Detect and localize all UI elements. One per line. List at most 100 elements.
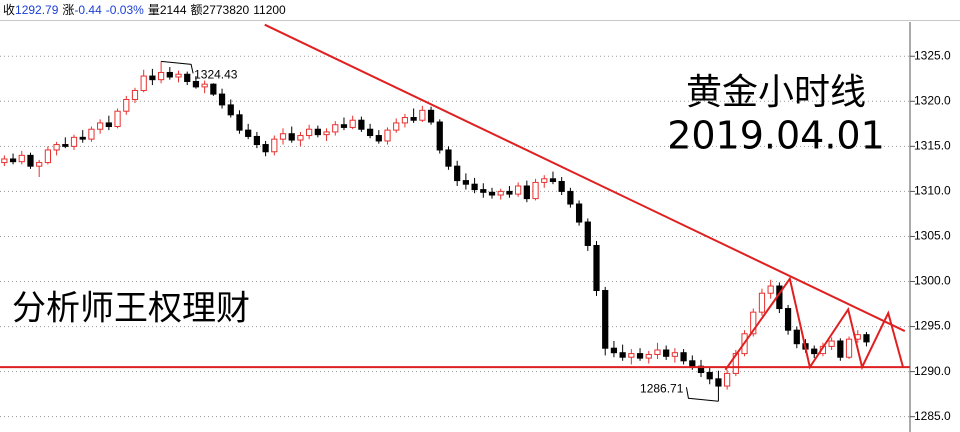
candle-body (297, 135, 304, 141)
candle-body (184, 73, 191, 82)
candle-body (636, 353, 644, 359)
header-item: 11200 (253, 3, 286, 17)
candle-body (410, 117, 417, 121)
candle-body (384, 129, 391, 142)
header-item: 量2144 (147, 3, 187, 17)
chart-title: 黄金小时线 (686, 72, 866, 113)
candle-body (427, 109, 435, 123)
quote-header: 收1292.79 涨-0.44 -0.03% 量2144 额2773820 11200 (0, 0, 960, 21)
candle-body (306, 128, 313, 137)
candle-body (218, 93, 226, 106)
candle-body (671, 352, 678, 357)
candle-body (549, 178, 557, 182)
candle-body (227, 104, 234, 116)
candle-body (332, 124, 339, 133)
candle-body (210, 83, 217, 95)
y-tick-label: 1290.0 (914, 364, 951, 378)
y-tick-label: 1310.0 (914, 184, 951, 198)
candle-body (271, 138, 278, 153)
candle-body (245, 129, 252, 137)
header-item: 1292.79 (15, 3, 59, 17)
candle-body (375, 135, 382, 142)
candle-body (663, 349, 670, 357)
candle-body (279, 133, 287, 140)
candle-body (36, 162, 43, 167)
candle-body (837, 340, 844, 358)
candle-body (262, 144, 269, 153)
peak-label: 1324.43 (194, 68, 238, 82)
candle-body (628, 353, 635, 358)
candle-body (53, 144, 60, 151)
header-item: -0.03% (105, 3, 144, 17)
y-tick-label: 1295.0 (914, 319, 951, 333)
candle-body (828, 340, 835, 347)
trend-line (264, 23, 906, 332)
candle-body (393, 122, 400, 131)
y-tick-label: 1320.0 (914, 93, 951, 107)
candle-body (97, 122, 104, 130)
candle-body (340, 124, 348, 128)
candle-body (523, 185, 530, 200)
header-item: 额2773820 (190, 3, 250, 17)
candle-body (314, 128, 321, 136)
candle-body (706, 372, 713, 380)
chart-subtitle: 2019.04.01 (667, 114, 885, 158)
candle-body (811, 348, 818, 355)
candle-body (140, 75, 147, 91)
candle-body (445, 149, 452, 167)
header-item: 涨 (62, 3, 75, 17)
candle-body (784, 308, 792, 331)
candle-body (715, 378, 722, 387)
y-tick-label: 1285.0 (914, 409, 951, 423)
candle-body (349, 119, 356, 128)
candle-body (584, 221, 591, 246)
candle-body (201, 83, 208, 88)
candle-body (593, 244, 600, 292)
y-tick-label: 1325.0 (914, 48, 951, 62)
candle-body (515, 185, 522, 195)
candle-body (454, 165, 461, 182)
candle-body (506, 190, 513, 195)
candle-body (62, 144, 69, 147)
candle-body (236, 114, 243, 131)
header-item: 收 (3, 3, 16, 17)
candle-body (166, 71, 173, 78)
candle-body (401, 117, 409, 124)
candle-body (863, 334, 870, 343)
zigzag (724, 276, 904, 371)
candle-body (567, 190, 574, 205)
candle-body (123, 98, 130, 112)
candle-body (488, 191, 496, 196)
candle-body (358, 119, 365, 130)
candle-body (645, 354, 652, 359)
candle-body (758, 292, 766, 313)
candle-body (575, 203, 583, 223)
candle-body (9, 158, 17, 163)
candle-body (497, 190, 504, 196)
candle-body (79, 136, 86, 140)
trough-label: 1286.71 (640, 381, 684, 395)
candle-body (750, 311, 757, 335)
candle-body (44, 149, 52, 164)
candle-body (689, 360, 696, 367)
candle-body (157, 71, 165, 81)
y-tick-label: 1305.0 (914, 229, 951, 243)
candle-body (366, 128, 374, 137)
candle-body (793, 329, 800, 345)
candle-body (70, 136, 78, 147)
candle-body (436, 121, 443, 151)
candle-body (532, 181, 539, 200)
candle-body (131, 89, 139, 100)
candle-body (462, 180, 469, 185)
candle-body (175, 73, 182, 78)
plot: 1285.0 1290.0 1295.0 1300.0 1305.0 1310.0 1315… (0, 22, 951, 432)
candle-body (680, 352, 687, 362)
candle-body (114, 110, 121, 128)
candle-body (767, 285, 774, 294)
candle-body (602, 290, 609, 349)
y-tick-label: 1315.0 (914, 139, 951, 153)
candle-body (288, 133, 295, 141)
candle-body (149, 75, 156, 81)
candle-body (1, 158, 8, 164)
